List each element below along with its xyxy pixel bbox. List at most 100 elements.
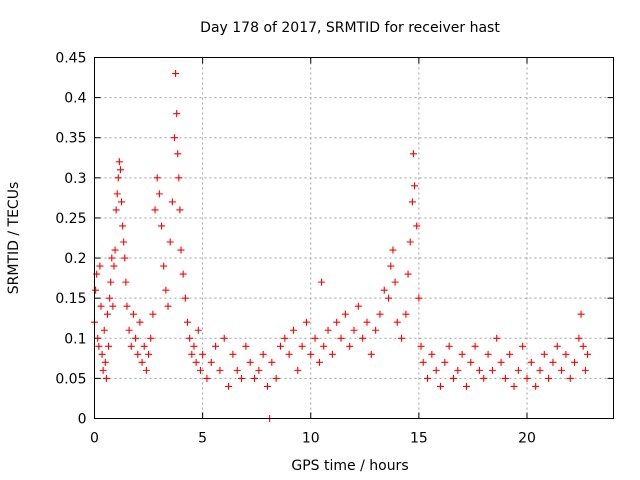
- data-point: [514, 366, 522, 374]
- y-tick-label: 0.4: [64, 91, 86, 107]
- data-point: [454, 366, 462, 374]
- data-point: [445, 342, 453, 350]
- data-point: [158, 222, 166, 230]
- data-point: [174, 150, 182, 158]
- y-tick-label: 0: [78, 412, 87, 428]
- data-point: [493, 334, 501, 342]
- data-point: [409, 150, 417, 158]
- data-point: [346, 342, 354, 350]
- data-point: [581, 366, 589, 374]
- data-point: [549, 358, 557, 366]
- data-point: [268, 358, 276, 366]
- data-point: [120, 238, 128, 246]
- data-point: [415, 294, 423, 302]
- data-point: [92, 286, 100, 294]
- data-point: [118, 198, 126, 206]
- data-point: [380, 286, 388, 294]
- data-point: [136, 318, 144, 326]
- y-axis-label: SRMTID / TECUs: [6, 182, 22, 295]
- data-point: [259, 350, 267, 358]
- data-point: [179, 270, 187, 278]
- data-point: [142, 366, 150, 374]
- x-axis-label: GPS time / hours: [291, 458, 408, 474]
- data-point: [449, 374, 457, 382]
- data-point: [519, 342, 527, 350]
- data-point: [441, 358, 449, 366]
- data-point: [151, 206, 159, 214]
- data-points: [91, 70, 592, 422]
- data-point: [164, 302, 172, 310]
- data-point: [411, 182, 419, 190]
- x-tick-label: 0: [90, 431, 99, 447]
- data-point: [475, 366, 483, 374]
- data-point: [113, 190, 121, 198]
- data-point: [145, 350, 153, 358]
- data-point: [285, 350, 293, 358]
- x-tick-label: 20: [518, 431, 536, 447]
- data-point: [315, 358, 323, 366]
- data-point: [96, 262, 104, 270]
- x-tick-label: 10: [302, 431, 320, 447]
- axis-ticks: 0 0.05 0.1 0.15 0.2 0.25 0.3 0.35 0.4 0.45 0 5 10 15 2…: [55, 51, 614, 447]
- data-point: [432, 366, 440, 374]
- y-tick-label: 0.25: [55, 211, 86, 227]
- data-point: [125, 326, 133, 334]
- data-point: [437, 382, 444, 390]
- data-point: [242, 342, 250, 350]
- data-point: [196, 366, 204, 374]
- data-point: [458, 350, 466, 358]
- data-point: [160, 262, 168, 270]
- data-point: [162, 286, 170, 294]
- data-point: [523, 374, 531, 382]
- data-point: [99, 366, 107, 374]
- data-point: [166, 238, 174, 246]
- data-point: [398, 334, 406, 342]
- data-point: [100, 326, 108, 334]
- data-point: [294, 366, 302, 374]
- data-point: [140, 342, 148, 350]
- data-point: [467, 358, 475, 366]
- data-point: [112, 206, 120, 214]
- data-point: [172, 70, 180, 78]
- data-point: [471, 342, 479, 350]
- data-point: [320, 342, 328, 350]
- data-point: [171, 134, 179, 142]
- data-point: [153, 174, 161, 182]
- data-point: [272, 374, 280, 382]
- data-point: [194, 326, 202, 334]
- data-point: [177, 246, 185, 254]
- data-point: [134, 350, 142, 358]
- data-point: [132, 334, 140, 342]
- data-point: [173, 110, 181, 118]
- data-point: [110, 262, 118, 270]
- data-point: [406, 238, 414, 246]
- data-point: [484, 350, 492, 358]
- data-point: [302, 318, 310, 326]
- data-point: [121, 254, 129, 262]
- data-point: [98, 350, 106, 358]
- data-point: [176, 206, 184, 214]
- data-point: [389, 246, 397, 254]
- data-point: [203, 374, 211, 382]
- data-point: [328, 350, 336, 358]
- plot-frame: [94, 57, 614, 419]
- data-point: [298, 342, 306, 350]
- y-tick-label: 0.05: [55, 371, 86, 387]
- data-point: [188, 350, 196, 358]
- data-point: [497, 358, 505, 366]
- data-point: [186, 334, 194, 342]
- data-point: [579, 342, 587, 350]
- chart-title: Day 178 of 2017, SRMTID for receiver has…: [200, 20, 500, 36]
- data-point: [122, 278, 130, 286]
- data-point: [103, 310, 111, 318]
- data-point: [155, 190, 163, 198]
- data-point: [480, 374, 488, 382]
- data-point: [289, 326, 297, 334]
- data-point: [350, 326, 358, 334]
- data-point: [246, 358, 254, 366]
- y-tick-label: 0.3: [64, 171, 86, 187]
- data-point: [108, 254, 116, 262]
- data-point: [101, 358, 109, 366]
- data-point: [111, 246, 119, 254]
